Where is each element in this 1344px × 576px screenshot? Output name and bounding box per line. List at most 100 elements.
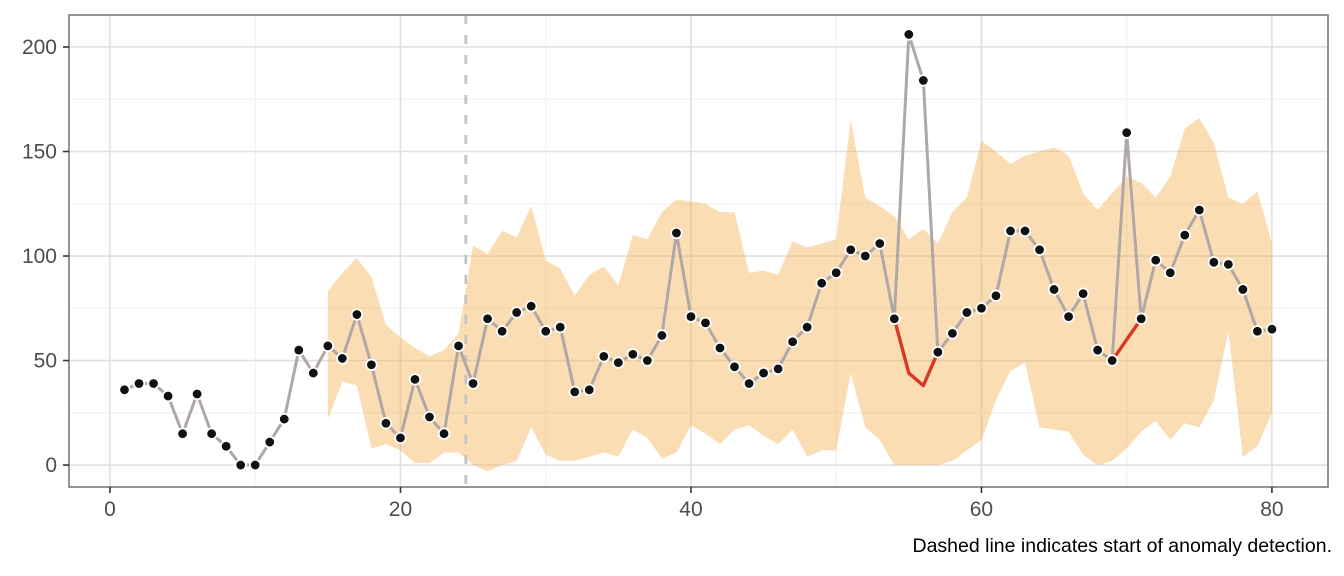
grid-major [69, 15, 1328, 487]
x-tick-label: 80 [1260, 498, 1283, 521]
data-point [524, 299, 538, 313]
data-point [437, 427, 451, 440]
data-point [219, 440, 233, 453]
data-point [176, 427, 189, 440]
data-point [684, 310, 698, 323]
x-tick-label: 0 [104, 498, 116, 521]
data-point [1105, 354, 1119, 367]
data-point [1222, 258, 1235, 271]
data-point [1047, 283, 1061, 296]
data-point [713, 341, 727, 355]
data-point [917, 74, 930, 87]
data-point [902, 28, 916, 41]
data-point [394, 431, 407, 445]
data-points [118, 28, 1279, 472]
data-point [699, 316, 712, 330]
data-point [234, 458, 247, 472]
data-point [1062, 310, 1075, 323]
data-point [1178, 228, 1191, 242]
data-point [757, 366, 770, 380]
chart-caption: Dashed line indicates start of anomaly d… [912, 535, 1333, 557]
data-point [786, 335, 799, 348]
data-point [205, 427, 218, 440]
data-point [1018, 224, 1032, 238]
data-point [147, 377, 160, 390]
data-point [495, 325, 509, 338]
data-point [1207, 256, 1221, 269]
data-point [263, 435, 276, 449]
y-axis: 0 50 100 150 200 [22, 36, 69, 477]
data-point [350, 308, 364, 321]
anomaly-replacement-line [892, 317, 1143, 388]
data-point [423, 410, 436, 424]
y-tick-label: 200 [22, 36, 57, 59]
data-point [408, 373, 422, 386]
data-point [931, 345, 945, 359]
data-point [1265, 322, 1279, 336]
data-point [365, 358, 378, 371]
data-point [771, 362, 785, 376]
data-point [641, 354, 654, 367]
data-point [1033, 243, 1046, 256]
data-point [829, 266, 843, 279]
x-tick-label: 60 [970, 498, 993, 521]
data-point [1236, 283, 1250, 296]
data-point [249, 458, 262, 472]
data-point [612, 356, 625, 369]
grid-minor [69, 15, 1328, 487]
confidence-band [327, 118, 1272, 472]
data-point [873, 237, 886, 250]
data-point [1076, 287, 1090, 300]
data-point [1120, 126, 1133, 139]
panel-border [68, 14, 1329, 488]
data-point [1004, 224, 1017, 238]
data-point [888, 312, 901, 325]
data-point [844, 243, 857, 256]
data-point [859, 249, 872, 263]
y-tick-label: 0 [45, 454, 57, 477]
data-point [742, 377, 756, 390]
data-point [1135, 312, 1148, 325]
x-axis: 0 20 40 60 80 [104, 487, 1284, 521]
data-point [1091, 343, 1104, 357]
data-point [626, 348, 640, 361]
data-point [278, 412, 291, 426]
data-point [466, 377, 480, 390]
data-point [800, 320, 814, 334]
data-point [379, 417, 393, 430]
data-point [307, 366, 320, 380]
data-point [539, 325, 552, 338]
data-point [1149, 253, 1162, 267]
data-point [132, 377, 146, 390]
data-point [481, 312, 494, 325]
data-point [190, 387, 204, 401]
data-point [568, 385, 581, 399]
data-point [670, 226, 683, 240]
data-point [975, 302, 988, 315]
data-point [452, 339, 465, 353]
data-point [728, 360, 741, 374]
y-tick-label: 100 [22, 245, 57, 268]
data-point [583, 383, 596, 396]
x-tick-label: 40 [679, 498, 702, 521]
data-point [1193, 203, 1206, 217]
y-tick-label: 50 [34, 350, 57, 373]
data-point [321, 339, 335, 353]
data-point [597, 350, 610, 363]
data-point [118, 383, 131, 396]
data-point [336, 352, 349, 365]
data-point [292, 343, 305, 357]
data-point [655, 329, 669, 342]
data-point [510, 306, 523, 319]
data-point [554, 320, 567, 334]
data-point [989, 289, 1003, 302]
data-point [1164, 266, 1177, 279]
data-point [815, 276, 828, 290]
y-tick-label: 150 [22, 140, 57, 163]
data-point [1251, 325, 1264, 338]
data-point [960, 306, 974, 319]
x-tick-label: 20 [389, 498, 412, 521]
data-point [946, 327, 959, 340]
